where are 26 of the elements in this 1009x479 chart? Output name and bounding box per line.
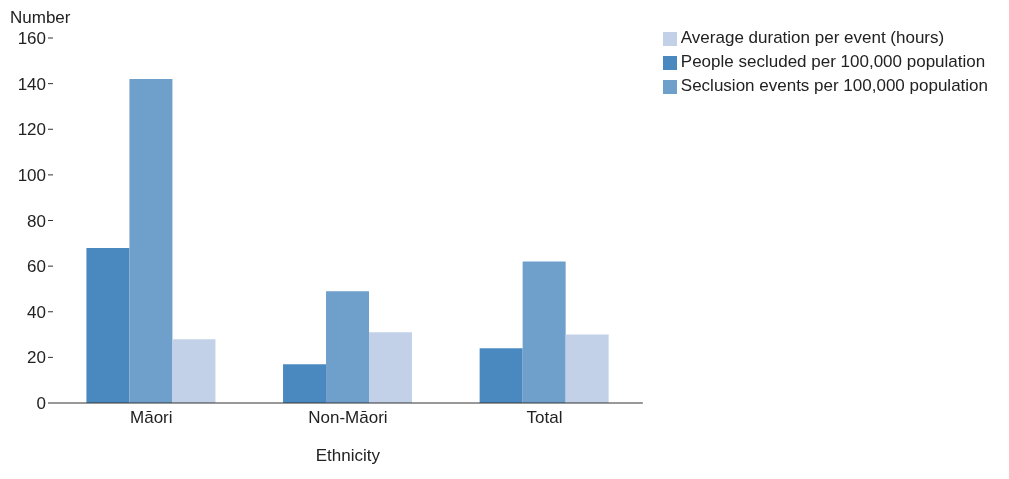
bar: [565, 334, 609, 403]
bar: [86, 247, 130, 403]
y-tick-label: 140: [17, 74, 46, 94]
bar: [172, 339, 216, 403]
bar: [129, 79, 173, 403]
bar: [369, 332, 413, 403]
legend-label: Seclusion events per 100,000 population: [680, 76, 988, 95]
y-tick-label: 0: [36, 394, 46, 414]
y-tick-label: 60: [27, 257, 46, 277]
bar: [479, 348, 523, 403]
x-tick-label: Total: [526, 408, 563, 428]
bar: [283, 364, 327, 403]
bar: [326, 291, 370, 403]
legend-label: People secluded per 100,000 population: [680, 52, 986, 71]
y-tick-label: 20: [27, 348, 46, 368]
x-axis-title: Ethnicity: [315, 446, 381, 465]
y-tick-label: 120: [17, 120, 46, 140]
bar: [522, 261, 566, 403]
y-tick-label: 100: [17, 165, 46, 185]
y-tick-label: 40: [27, 302, 46, 322]
x-tick-label: Māori: [130, 408, 173, 428]
x-tick-label: Non-Māori: [308, 408, 388, 428]
y-axis-title: Number: [10, 8, 71, 28]
y-tick-label: 160: [17, 29, 46, 49]
legend-label: Average duration per event (hours): [680, 28, 945, 47]
y-tick-label: 80: [27, 211, 46, 231]
